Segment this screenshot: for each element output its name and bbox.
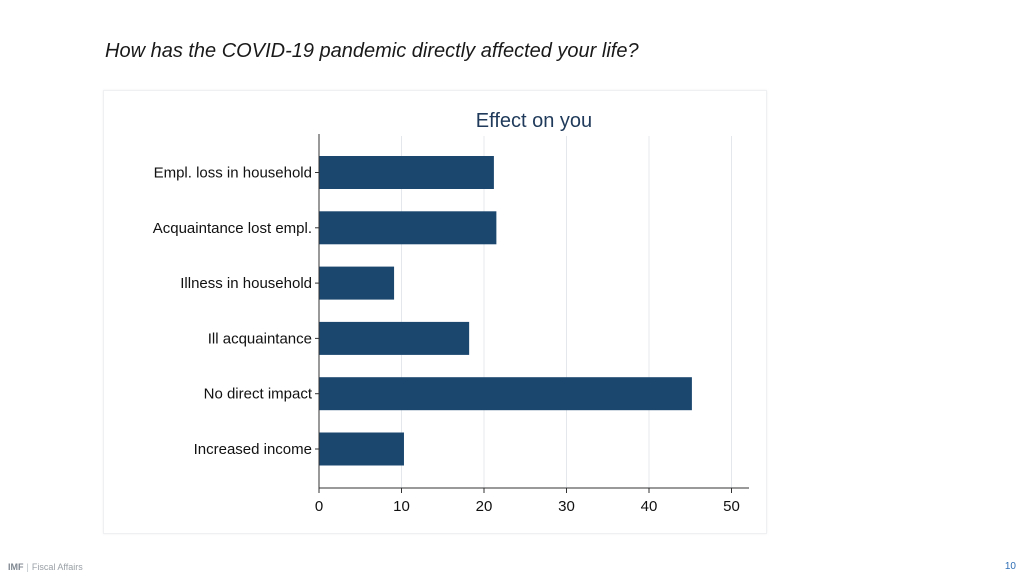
footer-branding: IMF | Fiscal Affairs <box>8 562 83 572</box>
footer-separator: | <box>26 562 29 572</box>
x-tick-label: 10 <box>393 498 410 515</box>
bar <box>319 432 404 466</box>
category-label: Empl. loss in household <box>154 165 312 182</box>
bar <box>319 266 395 300</box>
bar <box>319 211 497 245</box>
slide-title: How has the COVID-19 pandemic directly a… <box>105 40 639 62</box>
bar-chart: 0 10 20 30 40 50 Empl. loss in household Acquai… <box>153 110 749 516</box>
category-label: Acquaintance lost empl. <box>153 220 312 237</box>
x-tick-label: 40 <box>641 498 658 515</box>
bar <box>319 377 692 411</box>
bar <box>319 321 470 355</box>
x-tick-label: 20 <box>476 498 493 515</box>
x-tick-label: 0 <box>315 498 323 515</box>
chart-title: Effect on you <box>476 110 592 132</box>
page-number: 10 <box>1004 561 1016 572</box>
x-tick-label: 30 <box>558 498 575 515</box>
bar-layer <box>319 156 692 466</box>
category-label: Illness in household <box>180 275 312 292</box>
axis-layer <box>315 134 749 493</box>
footer-dept: Fiscal Affairs <box>31 562 83 572</box>
chart-panel: 0 10 20 30 40 50 Empl. loss in household Acquai… <box>103 90 767 534</box>
label-layer: 0 10 20 30 40 50 Empl. loss in household Acquai… <box>153 165 740 516</box>
footer-brand: IMF <box>8 562 24 572</box>
category-label: No direct impact <box>204 386 313 403</box>
x-tick-label: 50 <box>723 498 740 515</box>
grid-layer <box>401 136 732 488</box>
category-label: Increased income <box>194 441 312 458</box>
bar <box>319 156 494 189</box>
category-label: Ill acquaintance <box>208 330 312 347</box>
